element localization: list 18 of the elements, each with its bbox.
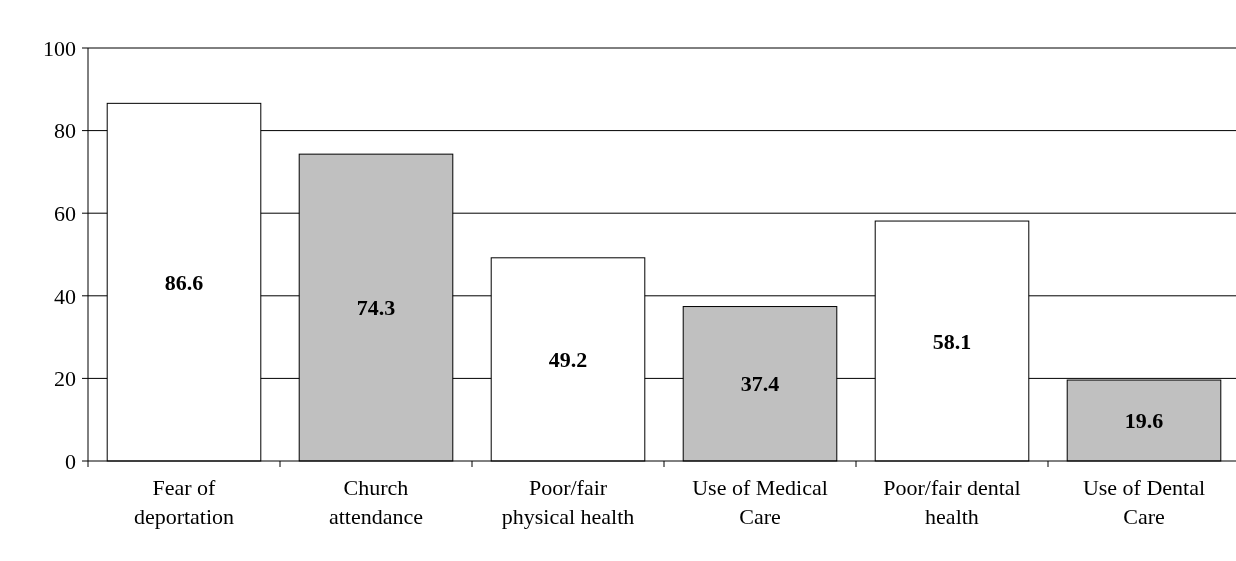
y-tick-label: 60 bbox=[54, 200, 76, 226]
x-tick-label: Poor/fair dental health bbox=[883, 475, 1021, 529]
data-label: 86.6 bbox=[164, 269, 204, 295]
x-tick-label: Fear of deportation bbox=[133, 475, 235, 529]
y-tick-label: 20 bbox=[54, 366, 76, 392]
data-label: 49.2 bbox=[548, 347, 588, 373]
data-label: 58.1 bbox=[932, 328, 972, 354]
y-tick-label: 40 bbox=[54, 283, 76, 309]
y-tick-label: 100 bbox=[43, 35, 76, 61]
data-label: 37.4 bbox=[740, 371, 780, 397]
x-tick-label: Poor/fair physical health bbox=[501, 475, 635, 529]
x-tick-label: Use of Dental Care bbox=[1082, 475, 1206, 529]
x-tick-label: Church attendance bbox=[328, 475, 424, 529]
data-label: 74.3 bbox=[356, 295, 396, 321]
y-tick-label: 0 bbox=[65, 448, 76, 474]
x-tick-label: Use of Medical Care bbox=[692, 475, 828, 529]
y-tick-label: 80 bbox=[54, 118, 76, 144]
data-label: 19.6 bbox=[1124, 408, 1164, 434]
